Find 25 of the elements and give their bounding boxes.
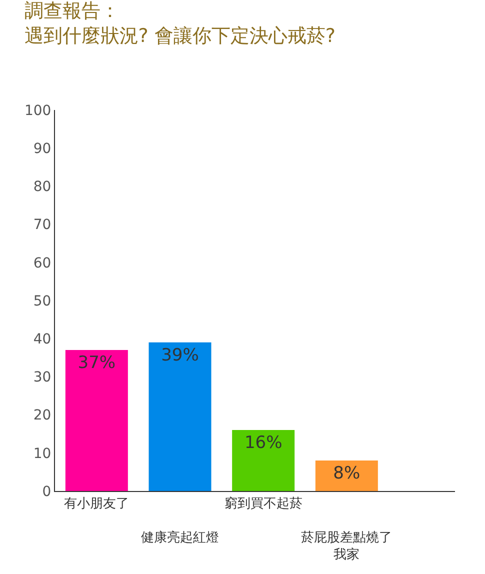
y-tick-label: 60 xyxy=(33,255,52,272)
bar xyxy=(65,350,128,491)
x-tick-label: 窮到買不起菸 xyxy=(224,496,302,512)
y-tick-label: 100 xyxy=(24,102,52,119)
bar xyxy=(232,430,295,491)
y-tick-label: 90 xyxy=(33,141,52,157)
y-tick-label: 80 xyxy=(33,179,52,196)
y-tick-label: 30 xyxy=(33,370,52,386)
y-tick-label: 0 xyxy=(42,484,52,500)
y-tick-label: 40 xyxy=(33,332,52,348)
y-tick-label: 70 xyxy=(33,217,52,234)
data-label: 39% xyxy=(161,345,199,366)
y-tick-label: 50 xyxy=(33,293,52,310)
x-tick-label: 健康亮起紅燈 xyxy=(141,529,219,546)
data-label: 37% xyxy=(78,353,116,374)
x-tick-label: 菸屁股差點燒了我家 xyxy=(301,530,392,562)
bar xyxy=(148,342,212,491)
chart-subtitle: 遇到什麼狀況? 會讓你下定決心戒菸? xyxy=(24,24,336,47)
bar xyxy=(315,460,378,491)
data-label: 16% xyxy=(244,433,282,454)
y-tick-label: 20 xyxy=(33,408,52,424)
data-label: 8% xyxy=(333,464,360,484)
chart-title: 調查報告： xyxy=(24,0,120,22)
x-tick-label: 有小朋友了 xyxy=(64,496,130,512)
y-tick-label: 10 xyxy=(33,446,52,462)
